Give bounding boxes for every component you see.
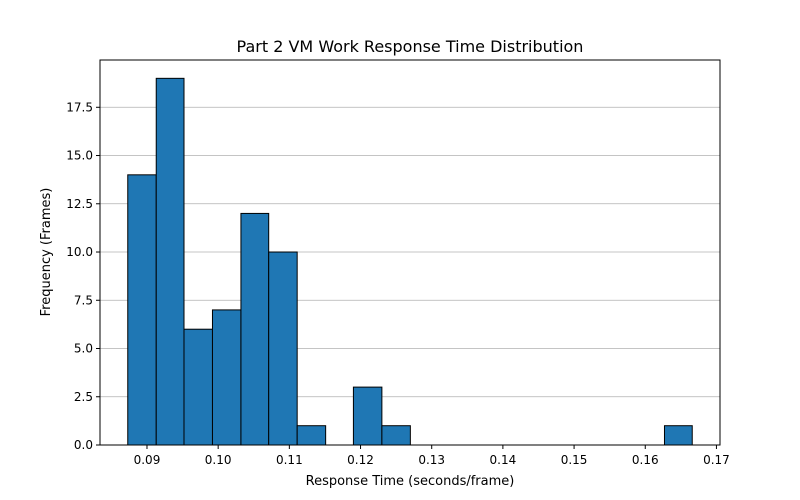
histogram-bar [268,251,298,446]
x-axis-ticks: 0.09 0.10 0.11 0.12 0.13 0.14 0.15 0.16 0.17 [134,445,730,467]
x-tick-label: 0.14 [490,453,517,467]
y-tick-label: 12.5 [66,197,93,211]
histogram-bar [211,309,242,446]
histogram-bar [663,425,693,446]
histogram-bar [381,425,411,446]
x-tick-label: 0.17 [703,453,730,467]
histogram-bar [155,77,185,446]
histogram-bar [352,386,383,446]
y-axis-label: Frequency (Frames) [39,188,54,317]
histogram-bar [296,425,327,446]
x-tick-label: 0.09 [134,453,161,467]
y-tick-label: 15.0 [66,149,93,163]
histogram-bars [127,77,693,446]
histogram-bar [127,174,157,446]
chart-title: Part 2 VM Work Response Time Distributio… [237,37,584,56]
y-tick-label: 17.5 [66,100,93,114]
x-tick-label: 0.13 [418,453,445,467]
x-tick-label: 0.16 [632,453,659,467]
x-tick-label: 0.11 [276,453,303,467]
histogram-bar [240,212,270,446]
y-tick-label: 7.5 [74,293,93,307]
y-axis-ticks: 0.0 2.5 5.0 7.5 10.0 12.5 15.0 17.5 [66,100,100,452]
y-tick-label: 2.5 [74,390,93,404]
x-tick-label: 0.15 [561,453,588,467]
y-tick-label: 0.0 [74,438,93,452]
histogram-bar [183,328,213,446]
x-axis-label: Response Time (seconds/frame) [306,474,515,489]
x-tick-label: 0.10 [205,453,232,467]
x-tick-label: 0.12 [347,453,374,467]
y-tick-label: 10.0 [66,245,93,259]
y-tick-label: 5.0 [74,342,93,356]
